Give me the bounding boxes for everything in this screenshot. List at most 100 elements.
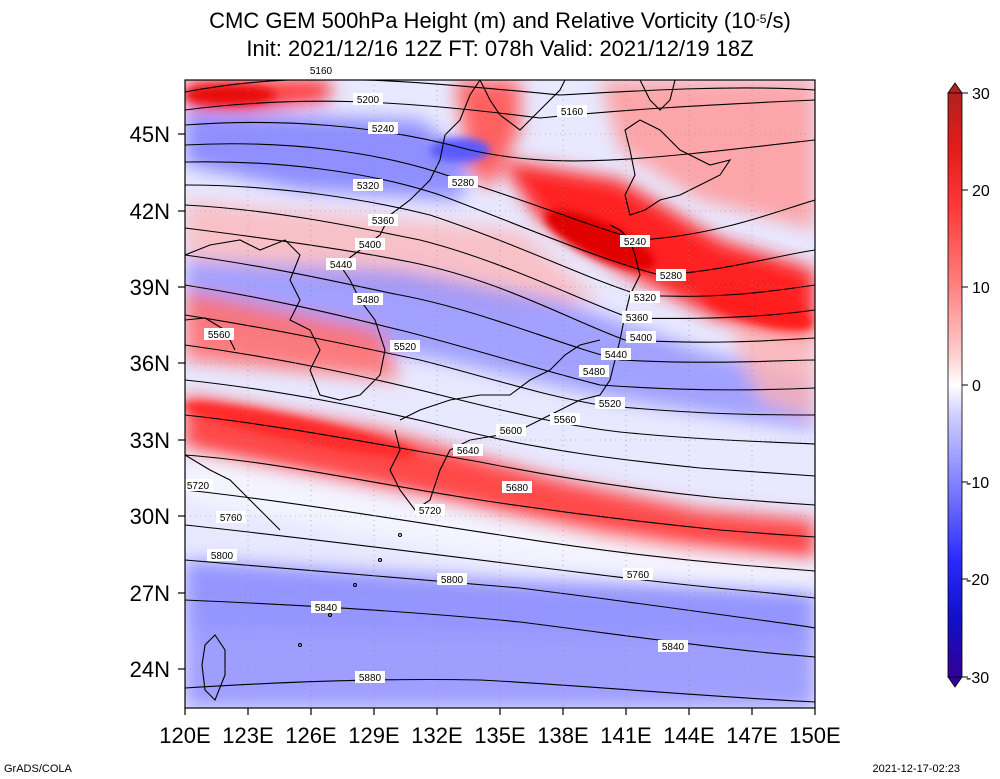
lat-label: 39N xyxy=(130,275,170,300)
lat-label: 30N xyxy=(130,504,170,529)
lat-label: 45N xyxy=(130,122,170,147)
contour-label: 5480 xyxy=(579,365,609,378)
svg-text:5360: 5360 xyxy=(372,216,395,227)
lon-label: 123E xyxy=(222,723,273,748)
lon-axis: 120E 123E 126E 129E 132E 135E 138E 141E … xyxy=(159,708,841,748)
lat-lon-grid xyxy=(185,80,815,708)
contour-label: 5720 xyxy=(415,504,445,517)
svg-text:5880: 5880 xyxy=(359,673,382,684)
lat-label: 42N xyxy=(130,199,170,224)
contour-label: 5640 xyxy=(453,444,483,457)
svg-text:5160: 5160 xyxy=(561,107,584,118)
svg-text:5840: 5840 xyxy=(315,603,338,614)
contour-label: 5240 xyxy=(620,235,650,248)
lon-label: 141E xyxy=(600,723,651,748)
lat-label: 33N xyxy=(130,428,170,453)
svg-text:5760: 5760 xyxy=(627,570,650,581)
svg-text:5360: 5360 xyxy=(626,313,649,324)
lat-axis: 24N 27N 30N 33N 36N 39N 42N 45N xyxy=(130,122,185,682)
lon-label: 132E xyxy=(411,723,462,748)
svg-text:5440: 5440 xyxy=(605,350,628,361)
colorbar-label: -10 xyxy=(966,475,989,492)
svg-text:5560: 5560 xyxy=(554,415,577,426)
lon-label: 147E xyxy=(726,723,777,748)
lat-label: 36N xyxy=(130,351,170,376)
contour-label: 5840 xyxy=(311,601,341,614)
colorbar-label: -30 xyxy=(966,670,989,687)
contour-label: 5680 xyxy=(502,481,532,494)
colorbar-body xyxy=(947,92,963,678)
svg-text:5200: 5200 xyxy=(357,95,380,106)
contour-label: 5360 xyxy=(622,311,652,324)
contour-label: 5560 xyxy=(204,328,234,341)
svg-text:5560: 5560 xyxy=(208,330,231,341)
colorbar-label: 30 xyxy=(972,86,990,103)
contour-label: 5520 xyxy=(595,397,625,410)
lon-label: 126E xyxy=(285,723,336,748)
colorbar-label: 0 xyxy=(972,378,981,395)
svg-text:5520: 5520 xyxy=(394,342,417,353)
lat-label: 24N xyxy=(130,657,170,682)
contour-label: 5440 xyxy=(326,258,356,271)
height-contours xyxy=(185,80,815,703)
lon-label: 144E xyxy=(663,723,714,748)
svg-text:5320: 5320 xyxy=(634,293,657,304)
contour-label: 5160 xyxy=(557,105,587,118)
contour-label: 5240 xyxy=(368,122,398,135)
svg-text:5440: 5440 xyxy=(330,260,353,271)
svg-text:5640: 5640 xyxy=(457,446,480,457)
contour-label: 5720 xyxy=(183,479,213,492)
svg-text:5280: 5280 xyxy=(452,178,475,189)
svg-text:5800: 5800 xyxy=(211,551,234,562)
svg-text:5800: 5800 xyxy=(441,575,464,586)
svg-text:5520: 5520 xyxy=(599,399,622,410)
svg-text:5400: 5400 xyxy=(630,333,653,344)
contour-label: 5200 xyxy=(353,93,383,106)
lon-label: 138E xyxy=(537,723,588,748)
contour-label: 5280 xyxy=(448,176,478,189)
contour-label: 5600 xyxy=(496,424,526,437)
contour-label: 5280 xyxy=(656,269,686,282)
svg-text:5400: 5400 xyxy=(359,240,382,251)
contour-label: 5440 xyxy=(601,348,631,361)
lon-label: 120E xyxy=(159,723,210,748)
svg-text:5720: 5720 xyxy=(419,506,442,517)
colorbar-top-arrow xyxy=(947,82,963,94)
svg-text:5280: 5280 xyxy=(660,271,683,282)
vorticity-field xyxy=(185,80,815,708)
coastlines xyxy=(185,80,732,701)
chart-title-line1: CMC GEM 500hPa Height (m) and Relative V… xyxy=(209,8,791,33)
contour-label: 5880 xyxy=(355,671,385,684)
contour-label: 5360 xyxy=(368,214,398,227)
svg-text:5720: 5720 xyxy=(187,481,210,492)
contour-label: 5320 xyxy=(630,291,660,304)
svg-text:5240: 5240 xyxy=(624,237,647,248)
chart-title-line2: Init: 2021/12/16 12Z FT: 078h Valid: 202… xyxy=(246,36,754,61)
colorbar: 30 20 10 0 -10 -20 -30 xyxy=(947,82,990,688)
svg-text:5600: 5600 xyxy=(500,426,523,437)
contour-label: 5760 xyxy=(623,568,653,581)
contour-label: 5800 xyxy=(207,549,237,562)
colorbar-label: -20 xyxy=(966,572,989,589)
contour-label: 5520 xyxy=(390,340,420,353)
svg-text:5240: 5240 xyxy=(372,124,395,135)
contour-label: 5560 xyxy=(550,413,580,426)
lat-label: 27N xyxy=(130,581,170,606)
svg-text:5480: 5480 xyxy=(357,295,380,306)
svg-text:5320: 5320 xyxy=(357,181,380,192)
contour-label: 5840 xyxy=(658,640,688,653)
footer-software: GrADS/COLA xyxy=(4,763,72,775)
contour-label: 5160 xyxy=(306,64,336,77)
colorbar-bottom-arrow xyxy=(947,676,963,688)
colorbar-label: 20 xyxy=(972,183,990,200)
colorbar-label: 10 xyxy=(972,280,990,297)
contour-label: 5400 xyxy=(355,238,385,251)
lon-label: 129E xyxy=(348,723,399,748)
contour-label: 5320 xyxy=(353,179,383,192)
contour-label: 5760 xyxy=(216,511,246,524)
svg-text:5760: 5760 xyxy=(220,513,243,524)
contour-label: 5800 xyxy=(437,573,467,586)
svg-text:5680: 5680 xyxy=(506,483,529,494)
contour-labels: 5160 5200 5240 5160 5280 5320 5360 5240 … xyxy=(183,64,688,684)
